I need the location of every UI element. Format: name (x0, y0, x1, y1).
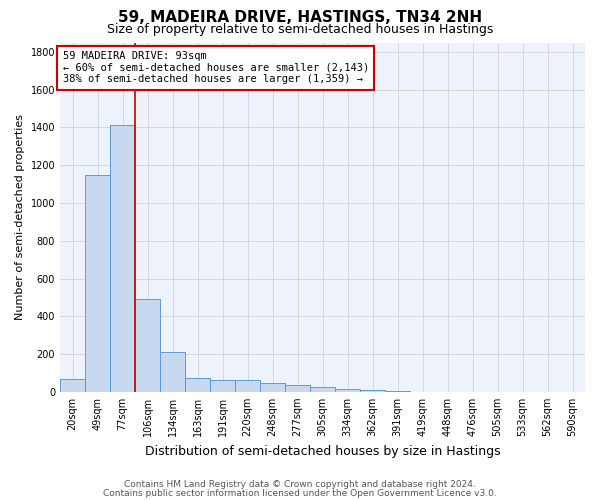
Bar (185, 378, 210, 392)
Bar (160, 352, 185, 392)
Bar (235, 380, 260, 392)
Y-axis label: Number of semi-detached properties: Number of semi-detached properties (15, 114, 25, 320)
Text: 59, MADEIRA DRIVE, HASTINGS, TN34 2NH: 59, MADEIRA DRIVE, HASTINGS, TN34 2NH (118, 10, 482, 25)
Bar (285, 385, 310, 392)
Bar (310, 387, 335, 392)
Bar (210, 380, 235, 392)
Bar (135, 300, 160, 392)
Text: Size of property relative to semi-detached houses in Hastings: Size of property relative to semi-detach… (107, 22, 493, 36)
Bar (335, 389, 360, 392)
Bar (60, 378, 85, 392)
Bar (360, 390, 385, 392)
Bar (110, 124, 135, 392)
Bar (85, 174, 110, 392)
Text: Contains public sector information licensed under the Open Government Licence v3: Contains public sector information licen… (103, 488, 497, 498)
Bar (260, 382, 285, 392)
X-axis label: Distribution of semi-detached houses by size in Hastings: Distribution of semi-detached houses by … (145, 444, 500, 458)
Text: Contains HM Land Registry data © Crown copyright and database right 2024.: Contains HM Land Registry data © Crown c… (124, 480, 476, 489)
Text: 59 MADEIRA DRIVE: 93sqm
← 60% of semi-detached houses are smaller (2,143)
38% of: 59 MADEIRA DRIVE: 93sqm ← 60% of semi-de… (62, 51, 369, 84)
Bar (385, 391, 410, 392)
